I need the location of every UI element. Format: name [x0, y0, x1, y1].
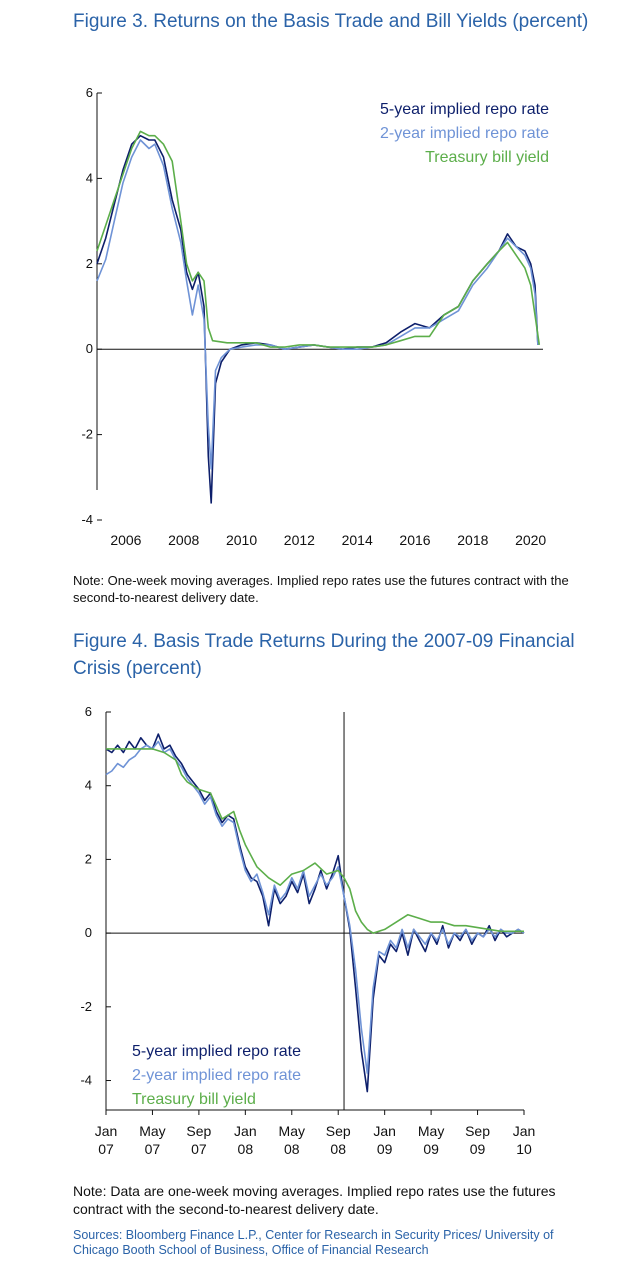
- fig3-xtick-label: 2012: [284, 532, 315, 548]
- fig4-xtick-label: Jan 09: [373, 1123, 396, 1157]
- fig4-ytick-label: -2: [80, 999, 92, 1014]
- figure4-title: Figure 4. Basis Trade Returns During the…: [73, 631, 575, 679]
- fig3-xtick-label: 2018: [457, 532, 488, 548]
- fig4-ytick-label: 2: [85, 851, 92, 866]
- fig3-xtick-label: 2016: [399, 532, 430, 548]
- fig3-legend-two-year-repo: 2-year implied repo rate: [380, 125, 549, 142]
- fig3-ytick-label: 0: [86, 341, 93, 356]
- fig4-xtick-label: Jan 07: [95, 1123, 118, 1157]
- fig3-ytick-label: -4: [81, 512, 93, 527]
- fig4-ytick-label: -4: [80, 1073, 92, 1088]
- fig3-ytick-label: -2: [81, 427, 93, 442]
- fig4-ytick-label: 4: [85, 778, 92, 793]
- fig3-legend-five-year-repo: 5-year implied repo rate: [380, 101, 549, 118]
- fig4-xtick-label: May 09: [418, 1123, 444, 1157]
- figure3-chart: 6 4 2 0 -2 -4 2006 2008 2010 2012 2014 2016 2018 2020…: [81, 85, 549, 548]
- fig4-legend-two-year-repo: 2-year implied repo rate: [132, 1067, 301, 1084]
- fig3-xtick-label: 2020: [515, 532, 546, 548]
- fig3-series-two-year-repo: [96, 139, 539, 470]
- figure3-note: Note: One-week moving averages. Implied …: [73, 573, 569, 605]
- fig4-legend-five-year-repo: 5-year implied repo rate: [132, 1043, 301, 1060]
- fig4-xtick-label: May 08: [279, 1123, 305, 1157]
- fig4-series-five-year-repo: [105, 733, 525, 1093]
- fig4-xtick-label: Jan 10: [513, 1123, 536, 1157]
- fig4-xtick-label: Sep 09: [465, 1123, 490, 1157]
- fig3-xtick-label: 2010: [226, 532, 257, 548]
- fig3-legend-tbill-yield: Treasury bill yield: [425, 149, 549, 166]
- fig3-xtick-label: 2008: [168, 532, 199, 548]
- sources-note: Sources: Bloomberg Finance L.P., Center …: [73, 1228, 554, 1257]
- fig4-series-two-year-repo: [105, 740, 525, 1074]
- fig4-xtick-label: Jan 08: [234, 1123, 257, 1157]
- fig4-xtick-label: Sep 08: [326, 1123, 351, 1157]
- figure4-note: Note: Data are one-week moving averages.…: [73, 1183, 556, 1217]
- fig3-series-tbill-yield: [96, 130, 541, 348]
- fig4-xtick-label: Sep 07: [186, 1123, 211, 1157]
- fig4-series-tbill-yield: [106, 748, 524, 934]
- fig3-ytick-label: 2: [86, 256, 93, 271]
- fig3-xtick-label: 2014: [342, 532, 373, 548]
- fig3-xtick-label: 2006: [110, 532, 141, 548]
- fig4-xtick-label: May 07: [139, 1123, 165, 1157]
- fig3-ytick-label: 4: [86, 170, 93, 185]
- fig4-ytick-label: 6: [85, 704, 92, 719]
- fig3-ytick-label: 6: [86, 85, 93, 100]
- figure4-chart: 6 4 2 0 -2 -4 Jan 07 May 07 Sep 07 Jan 08 May 08 Sep 08 Ja…: [80, 704, 536, 1157]
- fig4-legend-tbill-yield: Treasury bill yield: [132, 1091, 256, 1108]
- fig4-ytick-label: 0: [85, 925, 92, 940]
- figure3-title: Figure 3. Returns on the Basis Trade and…: [73, 11, 589, 32]
